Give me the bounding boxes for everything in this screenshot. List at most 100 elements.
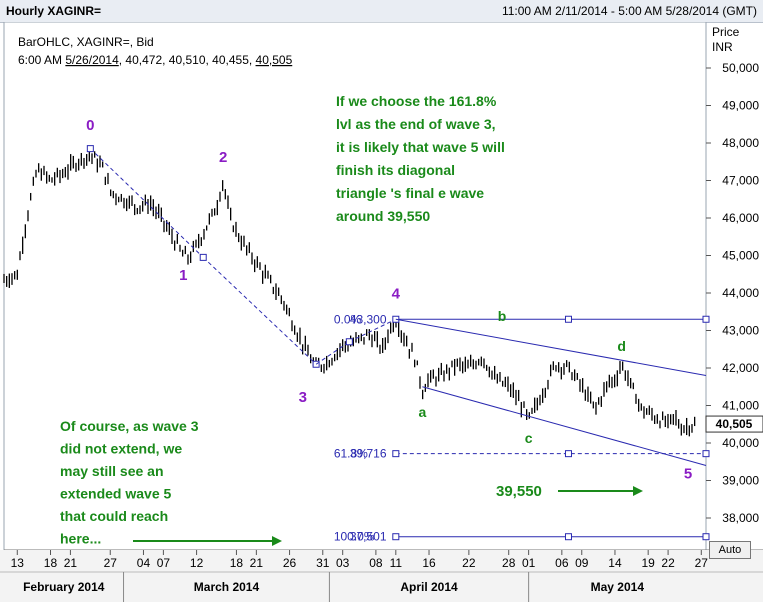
x-tick-label: 08 bbox=[369, 556, 383, 570]
x-tick-label: 06 bbox=[555, 556, 569, 570]
fib-handle bbox=[564, 315, 572, 323]
subwave-label-b: b bbox=[498, 308, 507, 324]
annotation-top-line: If we choose the 161.8% bbox=[336, 93, 497, 109]
x-tick-label: 22 bbox=[661, 556, 675, 570]
legend-text: 6:00 AM bbox=[18, 53, 65, 67]
x-tick-label: 07 bbox=[157, 556, 171, 570]
fib-handle bbox=[392, 450, 400, 458]
fib-level-label: 100.0% bbox=[334, 530, 375, 544]
auto-scale-button[interactable]: Auto bbox=[709, 541, 751, 559]
x-axis-band bbox=[0, 550, 763, 602]
month-label: April 2014 bbox=[400, 580, 458, 594]
triangle-line bbox=[395, 318, 707, 376]
x-tick-label: 27 bbox=[104, 556, 118, 570]
triangle-line bbox=[422, 386, 707, 466]
y-tick-label: 39,000 bbox=[722, 474, 759, 488]
y-axis-title: Price bbox=[712, 25, 740, 39]
extension-arrow-head bbox=[272, 536, 282, 546]
wave-anchor bbox=[345, 338, 353, 346]
month-label: May 2014 bbox=[591, 580, 645, 594]
y-tick-label: 46,000 bbox=[722, 211, 759, 225]
legend-series: BarOHLC, XAGINR=, Bid bbox=[18, 35, 154, 49]
y-tick-label: 47,000 bbox=[722, 174, 759, 188]
annotation-bottom-line: that could reach bbox=[60, 508, 168, 524]
y-tick-label: 38,000 bbox=[722, 511, 759, 525]
fib-level-value: 39,716 bbox=[350, 447, 387, 461]
fib-handle bbox=[564, 533, 572, 541]
annotation-top-line: it is likely that wave 5 will bbox=[336, 139, 505, 155]
x-tick-label: 04 bbox=[137, 556, 151, 570]
target-arrow-head bbox=[633, 486, 643, 496]
annotation-top-line: lvl as the end of wave 3, bbox=[336, 116, 496, 132]
y-tick-label: 44,000 bbox=[722, 286, 759, 300]
current-price-tag bbox=[705, 415, 763, 433]
x-tick-label: 19 bbox=[641, 556, 655, 570]
target-label: 39,550 bbox=[496, 483, 542, 500]
price-bars bbox=[3, 147, 696, 437]
legend-text: , 40,472, 40,510, 40,455, bbox=[119, 53, 256, 67]
wave-trendline bbox=[202, 257, 317, 365]
wave-label-2: 2 bbox=[219, 149, 227, 166]
wave-anchor bbox=[86, 145, 94, 153]
x-tick-label: 21 bbox=[250, 556, 264, 570]
fib-handle bbox=[392, 533, 400, 541]
annotation-top-line: triangle 's final e wave bbox=[336, 185, 484, 201]
subwave-label-c: c bbox=[525, 430, 533, 446]
fib-level-label: 0.0% bbox=[334, 312, 362, 326]
x-tick-label: 28 bbox=[502, 556, 516, 570]
fib-handle bbox=[564, 450, 572, 458]
y-tick-label: 50,000 bbox=[722, 61, 759, 75]
y-tick-label: 43,000 bbox=[722, 324, 759, 338]
y-tick-label: 42,000 bbox=[722, 361, 759, 375]
x-tick-label: 13 bbox=[11, 556, 25, 570]
wave-anchor bbox=[199, 253, 207, 261]
x-tick-label: 14 bbox=[608, 556, 622, 570]
x-tick-label: 03 bbox=[336, 556, 350, 570]
legend-highlight: 40,505 bbox=[256, 53, 293, 67]
fib-handle bbox=[702, 533, 710, 541]
x-tick-label: 18 bbox=[44, 556, 58, 570]
annotation-bottom-line: here... bbox=[60, 531, 101, 547]
annotation-bottom-line: may still see an bbox=[60, 463, 164, 479]
wave-trendline bbox=[89, 148, 204, 258]
x-tick-label: 01 bbox=[522, 556, 536, 570]
annotation-bottom-line: did not extend, we bbox=[60, 441, 182, 457]
price-chart[interactable]: 50,000 49,000 48,000 47,000 46,000 45,000 44,0… bbox=[0, 22, 763, 602]
x-tick-label: 21 bbox=[64, 556, 78, 570]
title-bar: Hourly XAGINR= 11:00 AM 2/11/2014 - 5:00… bbox=[0, 0, 763, 23]
window-title: Hourly XAGINR= bbox=[6, 4, 102, 18]
current-price-label: 40,505 bbox=[716, 417, 753, 431]
fib-level-label: 61.8% bbox=[334, 447, 368, 461]
annotation-bottom-line: extended wave 5 bbox=[60, 486, 171, 502]
y-tick-label: 49,000 bbox=[722, 99, 759, 113]
wave-trendline bbox=[349, 318, 397, 343]
y-tick-label: 40,000 bbox=[722, 436, 759, 450]
subwave-label-a: a bbox=[418, 404, 426, 420]
subwave-label-d: d bbox=[617, 338, 626, 354]
month-label: February 2014 bbox=[23, 580, 105, 594]
plot-area bbox=[3, 22, 707, 551]
x-tick-label: 27 bbox=[695, 556, 709, 570]
x-tick-label: 11 bbox=[390, 556, 403, 570]
y-tick-label: 45,000 bbox=[722, 249, 759, 263]
annotation-bottom-line: Of course, as wave 3 bbox=[60, 418, 199, 434]
month-label: March 2014 bbox=[194, 580, 260, 594]
x-tick-label: 12 bbox=[190, 556, 204, 570]
annotation-top-line: finish its diagonal bbox=[336, 162, 455, 178]
legend-values: 6:00 AM 5/26/2014, 40,472, 40,510, 40,45… bbox=[18, 53, 293, 67]
wave-label-5: 5 bbox=[684, 466, 692, 483]
x-tick-label: 22 bbox=[462, 556, 476, 570]
y-tick-label: 41,000 bbox=[722, 399, 759, 413]
annotation-top-line: around 39,550 bbox=[336, 208, 430, 224]
wave-label-3: 3 bbox=[299, 389, 307, 406]
fib-handle bbox=[702, 315, 710, 323]
wave-label-1: 1 bbox=[179, 267, 187, 284]
legend-highlight: 5/26/2014 bbox=[65, 53, 119, 67]
fib-handle bbox=[702, 450, 710, 458]
x-tick-label: 26 bbox=[283, 556, 297, 570]
x-tick-label: 16 bbox=[422, 556, 436, 570]
wave-label-4: 4 bbox=[392, 286, 401, 303]
x-tick-label: 31 bbox=[316, 556, 330, 570]
time-range: 11:00 AM 2/11/2014 - 5:00 AM 5/28/2014 (… bbox=[501, 4, 757, 18]
